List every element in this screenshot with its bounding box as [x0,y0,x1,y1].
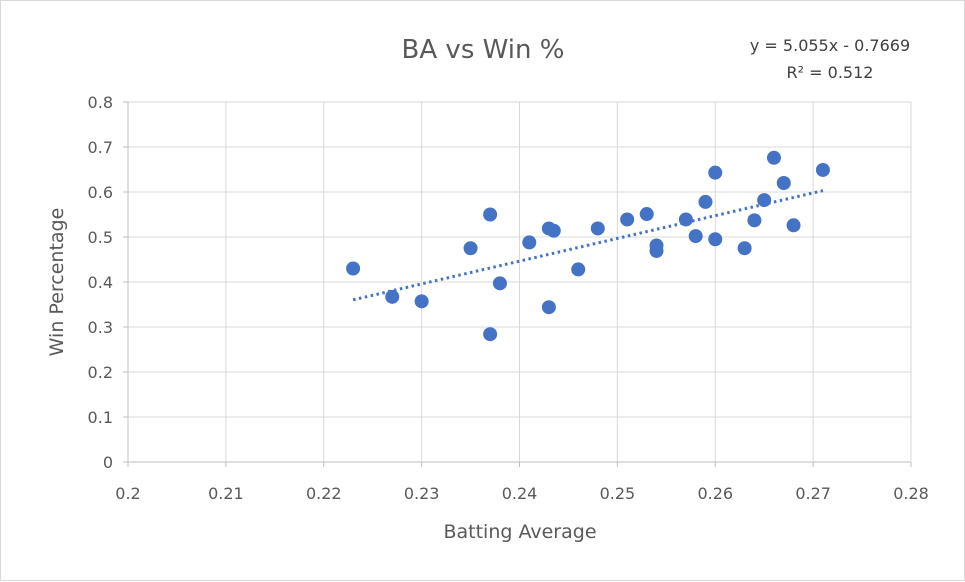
data-point [708,165,723,180]
y-axis-title: Win Percentage [46,208,68,357]
data-point [815,162,830,177]
trendline [352,189,824,302]
data-point [639,207,654,222]
x-tick-label: 0.22 [306,484,342,503]
data-point [688,229,703,244]
x-tick-label: 0.24 [502,484,538,503]
y-tick-label: 0.6 [88,183,113,202]
data-point [698,194,713,209]
y-tick-label: 0.1 [88,408,113,427]
data-point [541,300,556,315]
data-point [678,212,693,227]
data-point [776,176,791,190]
data-point [346,261,361,276]
data-point [522,235,537,250]
data-point [483,207,498,222]
y-tick-label: 0.7 [88,138,113,157]
data-point [766,150,781,165]
data-point [414,294,429,309]
data-point [708,232,723,247]
x-axis-title: Batting Average [443,521,596,543]
data-point [757,193,772,208]
x-tick-label: 0.28 [893,484,929,503]
x-tick-label: 0.27 [795,484,831,503]
x-tick-label: 0.26 [697,484,733,503]
data-point [571,262,586,277]
y-tick-label: 0.8 [88,93,113,112]
data-point [483,327,498,342]
x-tick-label: 0.23 [404,484,440,503]
data-point [737,241,752,256]
gridlines [128,101,912,462]
chart-title: BA vs Win % [402,35,565,65]
data-point [747,213,762,228]
data-point [590,221,605,236]
data-point [492,276,507,291]
y-tick-label: 0.2 [88,363,113,382]
x-tick-label: 0.21 [208,484,244,503]
data-point [546,223,561,238]
x-tick-label: 0.2 [115,484,140,503]
data-point [649,243,664,258]
y-tick-label: 0.5 [88,228,113,247]
data-points [346,150,830,342]
trendline-equation: y = 5.055x - 0.7669 [750,36,910,55]
x-tick-label: 0.25 [600,484,636,503]
data-point [620,212,635,227]
y-tick-label: 0.4 [88,273,113,292]
data-point [385,289,400,304]
trendline-r-squared: R² = 0.512 [787,63,874,82]
data-point [463,241,478,256]
data-point [786,218,801,233]
y-tick-label: 0 [103,453,113,472]
y-tick-label: 0.3 [88,318,113,337]
axes [123,101,912,467]
trendline-group [352,189,824,302]
tick-labels: 0.2 0.21 0.22 0.23 0.24 0.25 0.26 0.27 0.28 0 0.1 0… [88,93,929,503]
